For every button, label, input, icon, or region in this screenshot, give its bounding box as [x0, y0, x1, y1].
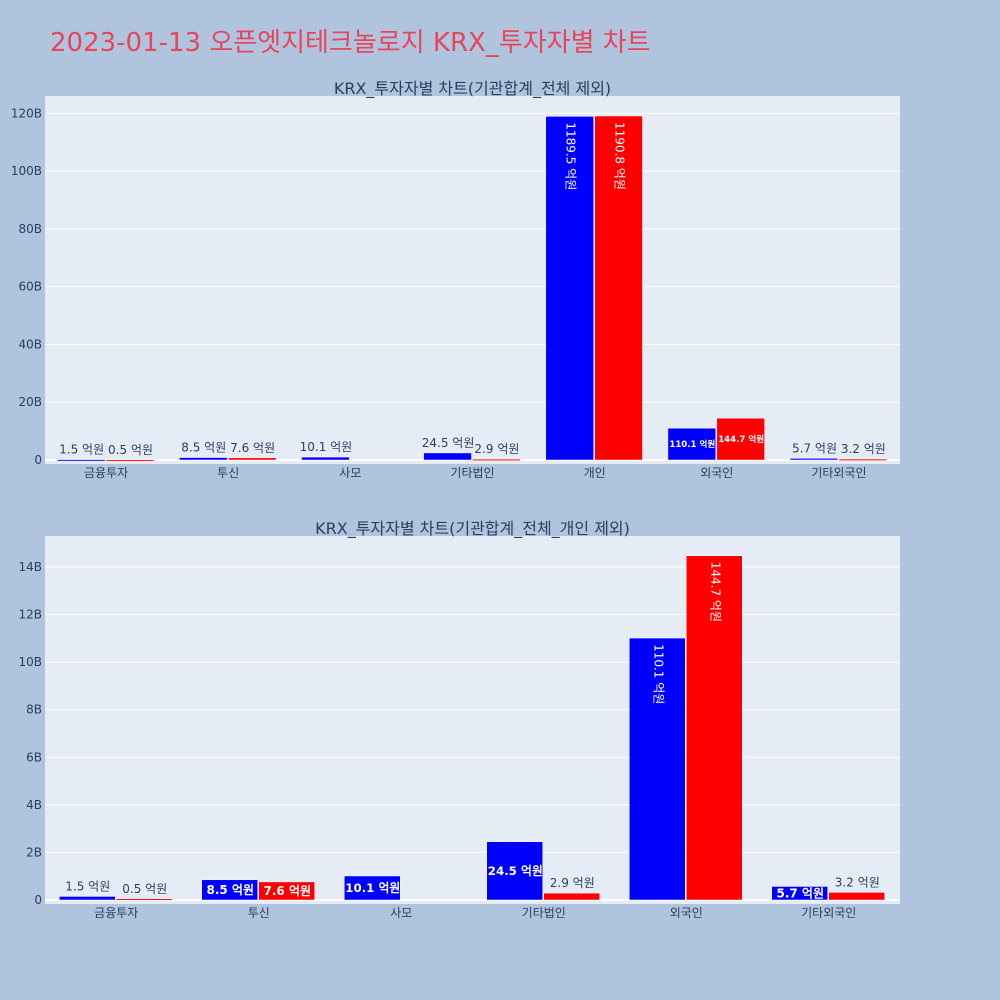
data-label: 8.5 억원 [206, 883, 254, 897]
bar [594, 115, 643, 461]
y-tick-label: 8B [26, 703, 42, 717]
data-label: 1.5 억원 [59, 443, 104, 457]
data-label: 3.2 억원 [841, 442, 886, 456]
x-tick-label: 기타법인 [450, 466, 494, 480]
y-tick-label: 6B [26, 750, 42, 764]
x-tick-label: 외국인 [700, 466, 733, 480]
bar [116, 898, 173, 901]
bar [789, 458, 839, 461]
bar [56, 459, 106, 462]
x-tick-label: 금융투자 [84, 466, 128, 480]
x-tick-label: 사모 [390, 906, 412, 920]
y-tick-label: 100B [11, 164, 42, 178]
chart-panel-1: KRX_투자자별 차트(기관합계_전체 제외) 0 20B 40B 60B 80B 100B… [11, 79, 900, 480]
x-tick-label: 투신 [248, 906, 270, 920]
bar [545, 116, 594, 461]
y-tick-label: 12B [18, 608, 42, 622]
y-tick-label: 40B [18, 337, 42, 351]
y-tick-label: 0 [34, 893, 42, 907]
data-label: 110.1 억원 [669, 438, 715, 450]
y-tick-label: 0 [34, 453, 42, 467]
data-label: 10.1 억원 [345, 881, 400, 895]
data-label: 24.5 억원 [422, 436, 475, 450]
data-label: 5.7 억원 [776, 886, 824, 900]
data-label: 1189.5 억원 [564, 122, 578, 190]
data-label: 8.5 억원 [181, 441, 226, 455]
y-tick-label: 2B [26, 845, 42, 859]
chart-title: KRX_투자자별 차트(기관합계_전체_개인 제외) [315, 519, 630, 539]
x-tick-label: 기타외국인 [811, 466, 866, 480]
x-tick-label: 금융투자 [94, 906, 138, 920]
y-tick-label: 14B [18, 560, 42, 574]
page-title: 2023-01-13 오픈엣지테크놀로지 KRX_투자자별 차트 [50, 28, 651, 58]
bar [716, 417, 765, 461]
data-label: 7.6 억원 [263, 884, 311, 898]
bar [201, 879, 258, 901]
bar [301, 456, 350, 461]
data-label: 1.5 억원 [65, 879, 110, 893]
bar [258, 881, 315, 901]
bar [344, 875, 401, 901]
data-label: 10.1 억원 [300, 440, 353, 454]
data-label: 7.6 억원 [230, 441, 275, 455]
bar [686, 555, 743, 901]
data-label: 5.7 억원 [792, 441, 837, 455]
chart-panel-2: KRX_투자자별 차트(기관합계_전체_개인 제외) 0 2B 4B 6B 8B 10B 12… [18, 519, 900, 920]
bar [828, 892, 885, 901]
y-tick-label: 120B [11, 106, 42, 120]
plot-area [45, 536, 900, 904]
data-label: 2.9 억원 [550, 876, 595, 890]
data-label: 1190.8 억원 [613, 122, 627, 190]
data-label: 144.7 억원 [718, 433, 764, 445]
bar [105, 459, 155, 462]
bar [472, 458, 521, 461]
bar [227, 457, 277, 461]
data-label: 24.5 억원 [488, 864, 543, 878]
y-tick-label: 10B [18, 655, 42, 669]
x-tick-label: 투신 [217, 466, 239, 480]
data-label: 3.2 억원 [835, 875, 880, 889]
x-tick-label: 기타외국인 [801, 906, 856, 920]
bar [543, 892, 600, 901]
bar [179, 457, 228, 461]
data-label: 0.5 억원 [122, 882, 167, 896]
bar [771, 886, 828, 901]
bar [423, 452, 472, 461]
y-tick-label: 80B [18, 222, 42, 236]
data-label: 0.5 억원 [108, 443, 153, 457]
plot-area [45, 96, 900, 464]
x-tick-label: 사모 [339, 466, 361, 480]
bar [838, 458, 888, 461]
y-tick-label: 4B [26, 798, 42, 812]
y-tick-label: 20B [18, 395, 42, 409]
data-label: 2.9 억원 [474, 442, 519, 456]
bar [667, 427, 717, 461]
x-tick-label: 기타법인 [522, 906, 566, 920]
data-label: 144.7 억원 [708, 562, 722, 622]
data-label: 110.1 억원 [651, 644, 665, 704]
bar [629, 637, 686, 901]
chart-title: KRX_투자자별 차트(기관합계_전체 제외) [334, 79, 611, 99]
x-tick-label: 개인 [584, 466, 606, 480]
x-tick-label: 외국인 [670, 906, 703, 920]
bar [486, 841, 543, 901]
y-tick-label: 60B [18, 280, 42, 294]
bar [59, 896, 116, 901]
